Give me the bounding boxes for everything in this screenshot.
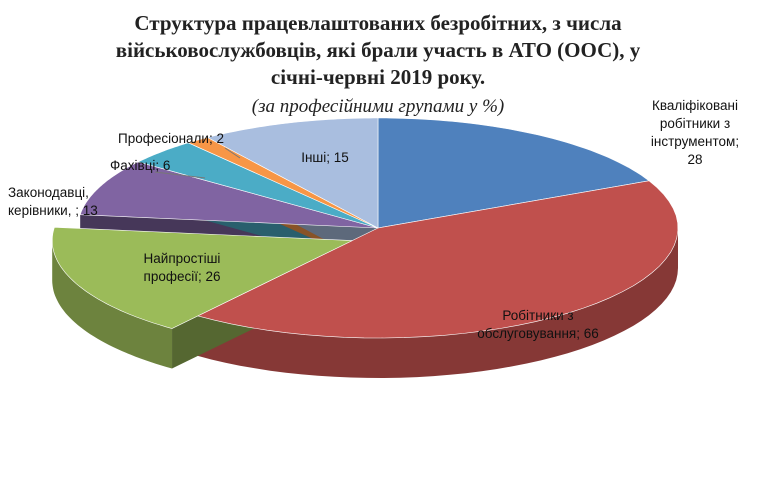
slice <box>137 142 379 229</box>
data-label: Інші; 15 <box>301 150 349 165</box>
chart-title: Структура працевлаштованих безробітних, … <box>134 11 622 35</box>
title-block: Структура працевлаштованих безробітних, … <box>116 11 641 117</box>
data-label: 28 <box>687 152 702 167</box>
labels: Кваліфіковані робітники з інструментом; 28 Р… <box>8 98 739 341</box>
data-label: Найпростіші <box>144 251 221 266</box>
data-label: Законодавці, <box>8 185 89 200</box>
data-label: Кваліфіковані <box>652 98 738 113</box>
slice <box>187 137 379 229</box>
data-label: керівники, ; 13 <box>8 203 98 218</box>
slice <box>206 117 379 229</box>
chart-title: військовослужбовців, які брали участь в … <box>116 38 641 62</box>
leader-line <box>154 171 206 179</box>
slice <box>196 180 679 339</box>
leader-line <box>224 147 241 159</box>
data-label: Робітники з <box>502 308 573 323</box>
slice-side <box>52 240 173 369</box>
slice <box>79 161 379 229</box>
data-label: інструментом; <box>651 134 739 149</box>
data-label: робітники з <box>660 116 730 131</box>
data-label: Фахівці; 6 <box>110 158 170 173</box>
slice-side <box>197 228 679 378</box>
pie <box>52 117 679 378</box>
chart-title: січні-червні 2019 року. <box>271 65 485 89</box>
data-label: професії; 26 <box>144 269 221 284</box>
chart-subtitle: (за професійними групами у %) <box>252 96 504 117</box>
slice <box>377 117 650 229</box>
data-label: обслуговування; 66 <box>477 326 599 341</box>
data-label: Професіонали; 2 <box>118 131 224 146</box>
slice <box>52 226 353 329</box>
